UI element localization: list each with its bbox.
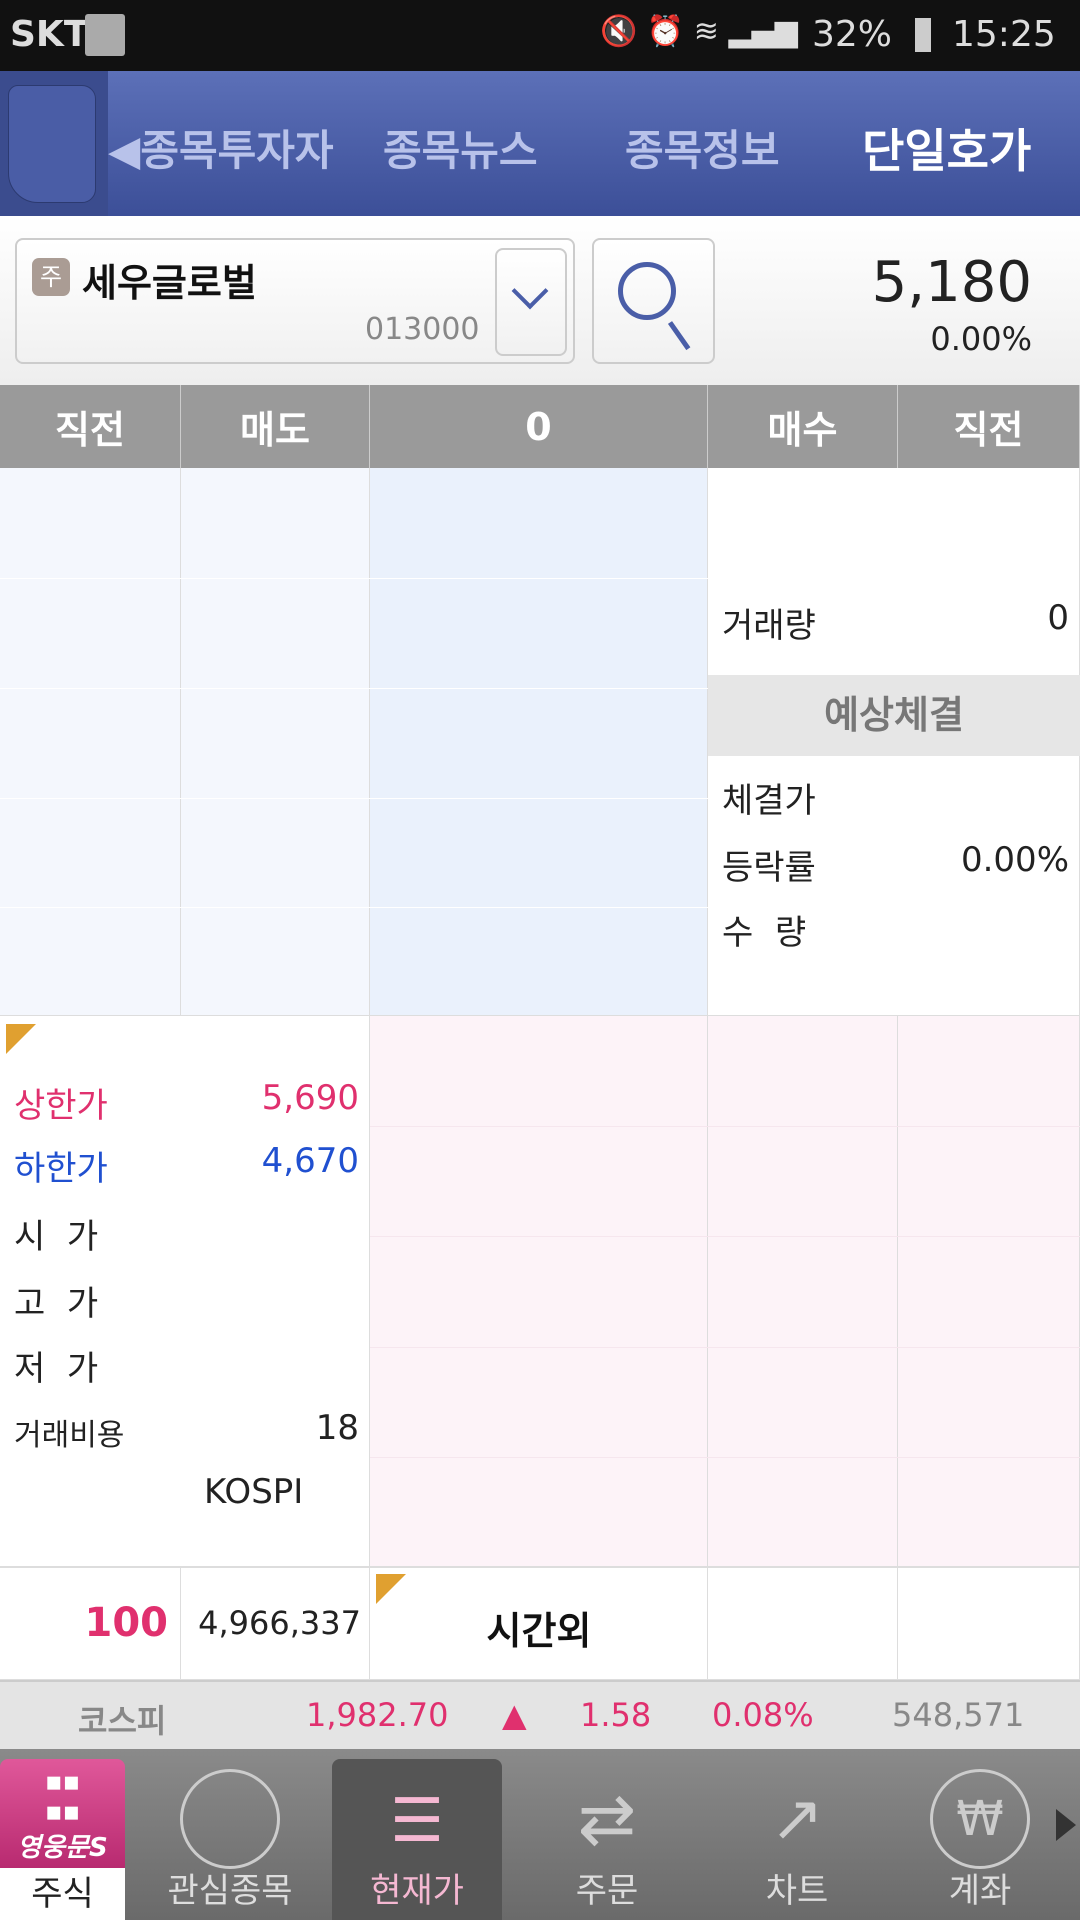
chart-icon: ↗ <box>770 1782 824 1856</box>
sell-prev-column <box>0 468 181 1016</box>
search-button[interactable] <box>592 238 715 364</box>
nav-stock-menu[interactable]: ▪▪ ▪▪ 영웅문S 주식 <box>0 1759 125 1920</box>
stock-code: 013000 <box>365 312 480 347</box>
buy-prev-column <box>898 1016 1080 1567</box>
low-label: 저 가 <box>14 1349 99 1389</box>
battery-percent: 32% <box>812 14 893 55</box>
clock: 15:25 <box>952 14 1056 55</box>
kospi-volume: 548,571 <box>892 1696 1025 1734</box>
tab-single-quote[interactable]: 단일호가 <box>862 124 1032 178</box>
nav-watchlist[interactable]: 관심종목 <box>145 1749 315 1920</box>
cost-value: 18 <box>315 1408 359 1448</box>
buy-qty-column[interactable] <box>708 1016 898 1567</box>
rate-value: 0.00% <box>960 840 1069 880</box>
cost-label: 거래비용 <box>14 1418 125 1453</box>
won-icon: ₩ <box>930 1769 1030 1869</box>
back-button[interactable] <box>0 71 108 216</box>
dropdown-button[interactable] <box>495 248 567 356</box>
high-label: 고 가 <box>14 1284 99 1324</box>
up-arrow-icon: ▲ <box>502 1696 527 1734</box>
session-label: 시간외 <box>486 1609 592 1653</box>
empty-cell <box>898 1567 1080 1680</box>
battery-icon <box>915 18 931 52</box>
search-icon <box>618 262 676 320</box>
carrier: SKT <box>10 14 89 55</box>
lte-icon <box>85 14 125 56</box>
col-header-buy: 매수 <box>708 385 898 468</box>
logo-text: 영웅문S <box>17 1833 108 1863</box>
exec-price-label: 체결가 <box>722 781 816 821</box>
corner-marker-icon <box>6 1024 36 1054</box>
stock-name: 세우글로벌 <box>82 261 257 305</box>
col-header-sell: 매도 <box>181 385 370 468</box>
sell-qty-column[interactable] <box>181 468 370 1016</box>
exchange-arrows-icon: ⇄ <box>577 1778 637 1860</box>
chevron-down-icon <box>511 272 549 310</box>
nav-current-price[interactable]: ☰ 현재가 <box>332 1759 502 1920</box>
qty-label: 수 량 <box>722 913 807 953</box>
upper-limit-value: 5,690 <box>261 1078 359 1118</box>
nav-label: 차트 <box>765 1871 829 1911</box>
lower-limit-value: 4,670 <box>261 1141 359 1181</box>
nav-stock-label: 주식 <box>0 1868 125 1920</box>
nav-order[interactable]: ⇄ 주문 <box>522 1749 692 1920</box>
nav-account[interactable]: ₩ 계좌 <box>895 1749 1065 1920</box>
bottom-nav: ▪▪ ▪▪ 영웅문S 주식 관심종목 ☰ 현재가 ⇄ 주문 ↗ 차트 ₩ 계좌 <box>0 1749 1080 1920</box>
kospi-change: 1.58 <box>580 1696 652 1734</box>
tab-info[interactable]: 종목정보 <box>625 126 780 175</box>
tab-investor[interactable]: ◀종목투자자 <box>108 126 334 175</box>
more-right-icon[interactable] <box>1056 1809 1076 1841</box>
stock-type-badge: 주 <box>32 258 70 296</box>
change-percent: 0.00% <box>930 320 1032 358</box>
status-bar: SKT 🔇 ⏰ ≋ ▂▄▆ 32% 15:25 <box>0 0 1080 71</box>
col-header-center: 0 <box>370 385 708 468</box>
rate-label: 등락률 <box>722 848 816 888</box>
price-levels-icon: ☰ <box>390 1786 444 1856</box>
sell-total-value: 100 <box>84 1600 169 1646</box>
info-panel: 거래량 0 예상체결 체결가 등락률 0.00% 수 량 <box>708 468 1080 1016</box>
kospi-index: 1,982.70 <box>306 1696 449 1734</box>
session-button[interactable]: 시간외 <box>370 1567 708 1680</box>
search-icon-handle <box>667 321 691 351</box>
kospi-change-pct: 0.08% <box>712 1696 814 1734</box>
lower-limit-label: 하한가 <box>14 1149 108 1189</box>
sell-total: 100 <box>0 1567 181 1680</box>
buy-total: 4,966,337 <box>181 1567 370 1680</box>
kospi-ticker[interactable]: 코스피 1,982.70 ▲ 1.58 0.08% 548,571 <box>0 1680 1080 1749</box>
nav-label: 계좌 <box>948 1871 1012 1911</box>
nav-label: 주문 <box>575 1871 639 1911</box>
col-header-prev-sell: 직전 <box>0 385 181 468</box>
nav-label: 현재가 <box>370 1871 464 1911</box>
kospi-label: 코스피 <box>78 1702 167 1740</box>
open-label: 시 가 <box>14 1217 99 1257</box>
volume-value: 0 <box>1047 598 1069 638</box>
grid-icon: ▪▪ ▪▪ <box>44 1767 81 1827</box>
stock-selector[interactable]: 주 세우글로벌 013000 <box>15 238 575 364</box>
tab-news[interactable]: 종목뉴스 <box>383 126 538 175</box>
empty-cell <box>708 1567 898 1680</box>
stock-bar: 주 세우글로벌 013000 5,180 0.00% <box>0 216 1080 385</box>
expected-exec-title: 예상체결 <box>708 675 1080 756</box>
buy-price-column[interactable] <box>370 1016 708 1567</box>
nav-chart[interactable]: ↗ 차트 <box>712 1749 882 1920</box>
buy-total-value: 4,966,337 <box>198 1604 361 1642</box>
current-price: 5,180 <box>871 250 1032 315</box>
col-header-prev-buy: 직전 <box>898 385 1080 468</box>
tab-header: ◀종목투자자 종목뉴스 종목정보 단일호가 <box>0 71 1080 216</box>
volume-label: 거래량 <box>722 606 816 646</box>
target-arrow-icon <box>180 1769 280 1869</box>
market-label: KOSPI <box>204 1472 304 1512</box>
upper-limit-label: 상한가 <box>14 1086 108 1126</box>
app-logo: ▪▪ ▪▪ 영웅문S <box>0 1759 125 1868</box>
sell-price-column[interactable] <box>370 468 708 1016</box>
corner-marker-icon <box>376 1574 406 1604</box>
mute-alarm-wifi-signal-icons: 🔇 ⏰ ≋ ▂▄▆ <box>600 14 798 49</box>
price-info-panel: 상한가 5,690 하한가 4,670 시 가 고 가 저 가 거래비용 18 … <box>0 1016 370 1567</box>
nav-label: 관심종목 <box>167 1871 293 1911</box>
